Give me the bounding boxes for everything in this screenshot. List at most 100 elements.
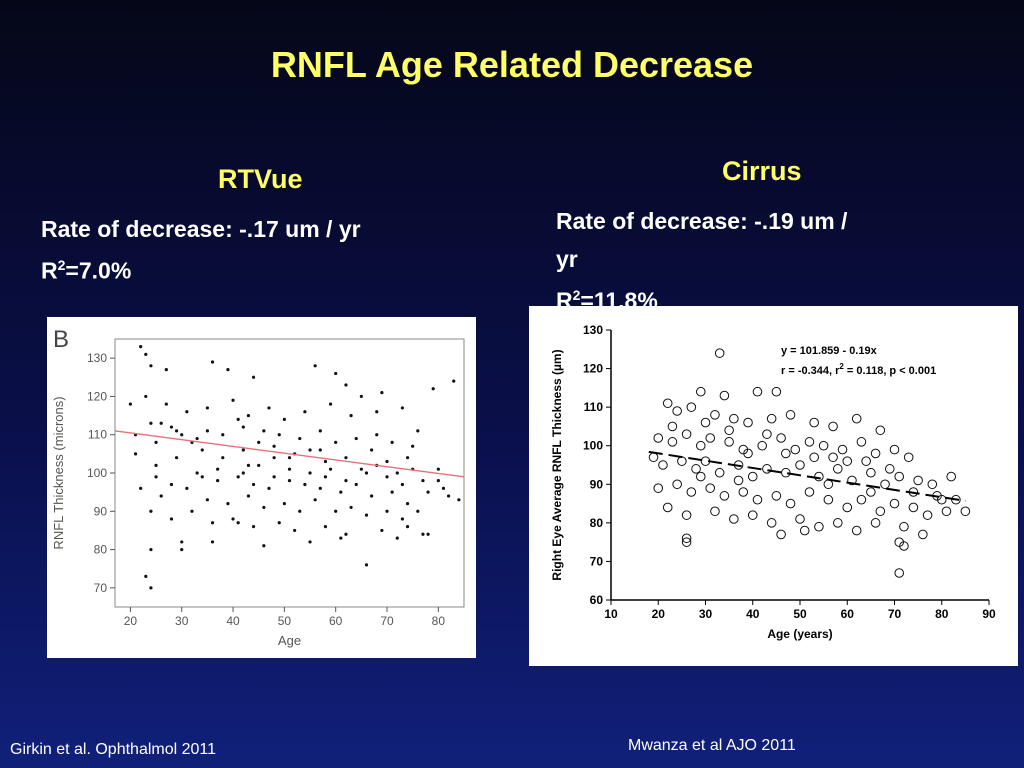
data-point [851, 525, 862, 536]
data-point [354, 436, 358, 441]
data-point [226, 368, 230, 372]
cirrus-r2-sup: 2 [572, 287, 581, 303]
data-point [246, 463, 251, 467]
data-point [405, 456, 410, 460]
data-point [257, 463, 261, 467]
data-point [714, 348, 725, 358]
data-point [653, 483, 664, 493]
data-point [870, 518, 881, 528]
x-tick-label: 80 [432, 614, 446, 628]
y-tick-label: 100 [583, 439, 603, 453]
data-point [164, 402, 168, 406]
data-point [400, 517, 405, 521]
data-point [653, 433, 664, 443]
data-point [416, 509, 420, 513]
data-point [856, 437, 867, 447]
data-point [144, 574, 148, 578]
data-point [200, 475, 204, 479]
data-point [385, 475, 389, 479]
cirrus-rate-line2: yr [556, 246, 578, 272]
regression-equation: y = 101.859 - 0.19x [781, 345, 878, 357]
data-point [375, 433, 379, 437]
data-point [757, 440, 767, 451]
data-point [380, 391, 384, 395]
data-point [833, 518, 843, 528]
data-point [743, 417, 753, 428]
data-point [828, 421, 838, 432]
data-point [205, 498, 209, 502]
data-point [903, 452, 914, 463]
data-point [349, 413, 353, 418]
data-point [380, 528, 384, 533]
data-point [719, 491, 730, 501]
data-point [272, 456, 276, 460]
cirrus-rate-line1: Rate of decrease: -.19 um / [556, 208, 848, 234]
y-tick-label: 110 [584, 400, 604, 414]
x-tick-label: 40 [746, 607, 760, 621]
data-point [662, 502, 673, 513]
data-point [390, 440, 394, 444]
data-point [695, 386, 706, 397]
y-tick-label: 80 [590, 516, 604, 530]
data-point [894, 471, 905, 482]
slide-title: RNFL Age Related Decrease [270, 44, 754, 85]
data-point [766, 413, 777, 424]
data-point [719, 390, 730, 401]
data-point [154, 440, 158, 444]
data-point [426, 490, 430, 494]
data-point [149, 509, 153, 513]
data-point [159, 421, 163, 425]
data-point [241, 448, 245, 452]
data-point [154, 463, 158, 467]
data-point [790, 444, 801, 455]
data-point [370, 494, 374, 498]
y-tick-label: 70 [94, 581, 108, 595]
data-point [390, 490, 394, 494]
panel-label: B [53, 326, 69, 353]
data-point [216, 479, 220, 483]
data-point [298, 509, 302, 513]
data-point [313, 498, 317, 502]
rtvue-chart-panel: 20 30 40 50 60 70 80 70 80 90 100 110 120 130 Age RNFL … [47, 317, 476, 658]
x-axis-label: Age [278, 633, 301, 648]
y-tick-label: 130 [87, 351, 107, 365]
data-point [231, 517, 235, 521]
y-tick-label: 120 [583, 362, 603, 376]
rtvue-r2-sup: 2 [57, 257, 66, 273]
y-tick-label: 70 [590, 554, 604, 568]
data-point [180, 540, 184, 544]
data-point [705, 483, 716, 493]
data-point [781, 467, 791, 478]
data-point [128, 402, 132, 406]
data-point [729, 514, 739, 524]
data-point [221, 456, 225, 460]
data-point [149, 421, 153, 425]
x-tick-label: 30 [699, 607, 713, 621]
data-point [375, 410, 379, 414]
data-point [889, 498, 900, 509]
data-point [710, 410, 720, 420]
data-point [144, 352, 148, 356]
data-point [205, 429, 209, 433]
data-point [364, 471, 369, 475]
y-tick-label: 120 [87, 389, 107, 403]
data-point [700, 417, 711, 428]
regression-stats: r = -0.344, r2 = 0.118, p < 0.001 [781, 362, 936, 377]
data-point [267, 486, 271, 490]
data-point [795, 460, 805, 470]
rtvue-rate: Rate of decrease: -.17 um / yr [41, 216, 361, 242]
data-point [447, 494, 451, 498]
stats-sup: 2 [839, 362, 844, 371]
data-point [328, 402, 333, 406]
data-point [236, 417, 240, 421]
data-point [210, 360, 215, 364]
data-point [814, 471, 824, 482]
data-point [771, 491, 782, 501]
data-point [251, 525, 256, 529]
data-point [318, 429, 322, 433]
data-point [695, 440, 706, 451]
data-point [344, 456, 348, 460]
data-point [200, 448, 204, 452]
data-point [139, 345, 143, 349]
mwanza-citation: Mwanza et al AJO 2011 [628, 737, 796, 754]
